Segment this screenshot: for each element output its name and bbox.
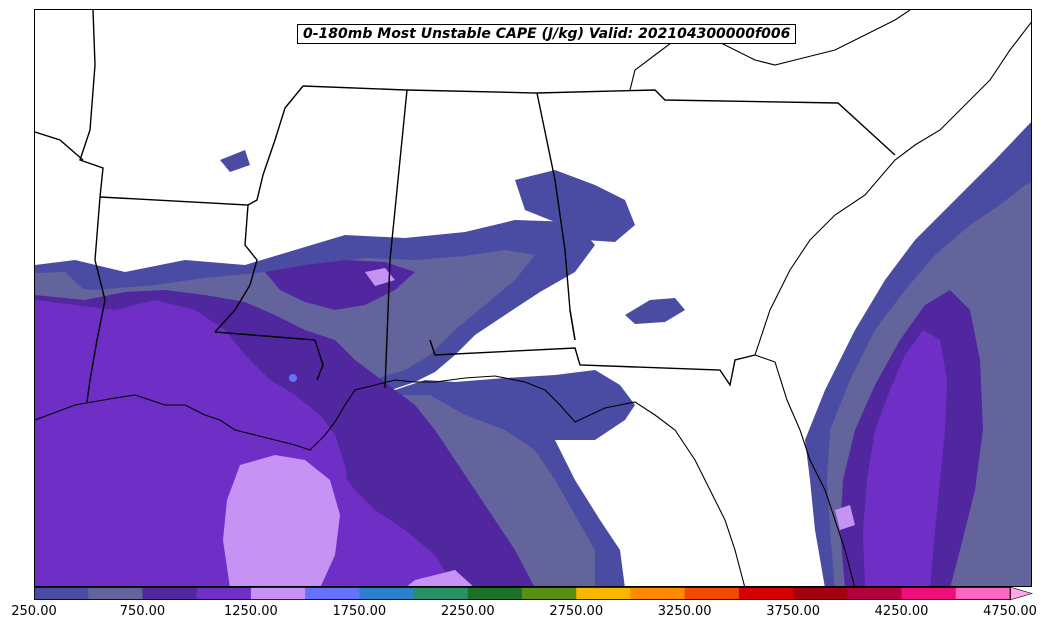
colorbar-segment xyxy=(196,587,252,600)
colorbar-tick-label: 2250.00 xyxy=(440,604,495,619)
colorbar-segment xyxy=(142,587,198,600)
colorbar-tick-label: 4250.00 xyxy=(874,604,929,619)
colorbar-tick-label: 2750.00 xyxy=(549,604,604,619)
colorbar-outline xyxy=(34,587,1011,600)
colorbar-tick-label: 750.00 xyxy=(119,604,166,619)
map-panel: 0-180mb Most Unstable CAPE (J/kg) Valid:… xyxy=(34,9,1032,587)
state-boundaries xyxy=(35,10,896,403)
colorbar-segment xyxy=(413,587,469,600)
colorbar-segment xyxy=(793,587,848,600)
colorbar-segment xyxy=(359,587,415,600)
colorbar-segment xyxy=(576,587,631,600)
cape-map xyxy=(35,10,1031,586)
colorbar-segment xyxy=(522,587,577,600)
colorbar-tick-label: 250.00 xyxy=(11,604,57,619)
colorbar-segment xyxy=(305,587,360,600)
colorbar-tick-label: 1250.00 xyxy=(223,604,278,619)
colorbar-tick-label: 1750.00 xyxy=(332,604,387,619)
colorbar-extend-arrow xyxy=(1009,587,1034,601)
colorbar-segment xyxy=(88,587,143,600)
coastline xyxy=(35,10,1031,586)
colorbar xyxy=(34,587,1034,601)
colorbar-segment xyxy=(34,587,89,600)
map-title: 0-180mb Most Unstable CAPE (J/kg) Valid:… xyxy=(297,24,797,44)
colorbar-segment xyxy=(955,587,1011,600)
colorbar-segment xyxy=(901,587,957,600)
colorbar-segment xyxy=(684,587,740,600)
colorbar-segment xyxy=(467,587,523,600)
colorbar-segment xyxy=(738,587,794,600)
cape-fill-1500 xyxy=(289,374,297,382)
colorbar-tick-label: 3250.00 xyxy=(657,604,712,619)
cape-fill-1250 xyxy=(223,268,855,586)
colorbar-tick-label: 3750.00 xyxy=(766,604,820,619)
colorbar-tick-label: 4750.00 xyxy=(983,604,1037,619)
colorbar-segment xyxy=(847,587,903,600)
colorbar-segment xyxy=(250,587,306,600)
colorbar-segment xyxy=(630,587,686,600)
